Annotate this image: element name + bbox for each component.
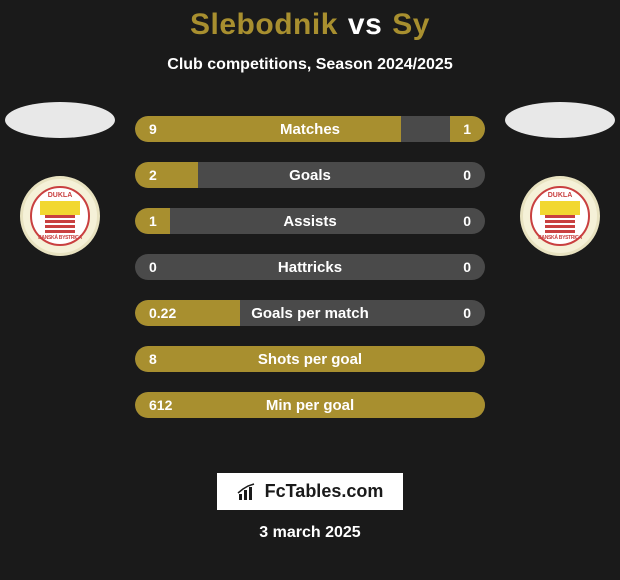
stat-value-left: 8 [149,346,157,372]
stat-value-right: 0 [463,254,471,280]
player1-column: DUKLA BANSKÁ BYSTRICA [0,102,120,256]
stat-bars: Matches91Goals20Assists10Hattricks00Goal… [135,116,485,418]
date: 3 march 2025 [259,524,360,542]
brand-box[interactable]: FcTables.com [217,473,404,510]
stat-value-left: 2 [149,162,157,188]
chart-icon [237,483,259,501]
stat-value-left: 0.22 [149,300,176,326]
badge-bottom-text: BANSKÁ BYSTRICA [538,235,582,241]
stat-row: Matches9 1 [135,116,485,142]
stat-row: Shots per goal8 [135,346,485,372]
footer: FcTables.com 3 march 2025 [0,473,620,542]
player2-column: DUKLA BANSKÁ BYSTRICA [500,102,620,256]
stat-value-left: 0 [149,254,157,280]
stat-label: Goals [135,162,485,188]
stat-label: Assists [135,208,485,234]
stat-value-right: 0 [463,208,471,234]
player1-photo [5,102,115,138]
stat-value-right: 0 [463,162,471,188]
stat-row: Goals2 0 [135,162,485,188]
stat-value-left: 1 [149,208,157,234]
badge-top-text: DUKLA [548,192,573,199]
stat-row: Assists1 0 [135,208,485,234]
player2-photo [505,102,615,138]
stat-row: Min per goal612 [135,392,485,418]
club-badge-inner: DUKLA BANSKÁ BYSTRICA [30,186,90,246]
stat-row: Hattricks0 0 [135,254,485,280]
badge-yellow-band [40,201,80,215]
club-badge-inner: DUKLA BANSKÁ BYSTRICA [530,186,590,246]
vs-text: vs [348,8,382,42]
stat-value-left: 612 [149,392,172,418]
comparison-card: Slebodnik vs Sy Club competitions, Seaso… [0,0,620,580]
stat-row: Goals per match0.22 0 [135,300,485,326]
badge-stripes [545,215,575,233]
badge-stripes [45,215,75,233]
player1-name: Slebodnik [190,8,338,42]
stat-label: Hattricks [135,254,485,280]
subtitle: Club competitions, Season 2024/2025 [167,56,452,74]
player2-name: Sy [392,8,430,42]
brand-text: FcTables.com [265,481,384,502]
title-row: Slebodnik vs Sy [190,8,430,42]
player1-club-badge: DUKLA BANSKÁ BYSTRICA [20,176,100,256]
stat-label: Matches [135,116,485,142]
stat-label: Goals per match [135,300,485,326]
stat-label: Shots per goal [135,346,485,372]
stat-value-right: 1 [463,116,471,142]
stat-value-right: 0 [463,300,471,326]
badge-top-text: DUKLA [48,192,73,199]
stat-label: Min per goal [135,392,485,418]
stat-value-left: 9 [149,116,157,142]
badge-yellow-band [540,201,580,215]
player2-club-badge: DUKLA BANSKÁ BYSTRICA [520,176,600,256]
badge-bottom-text: BANSKÁ BYSTRICA [38,235,82,241]
